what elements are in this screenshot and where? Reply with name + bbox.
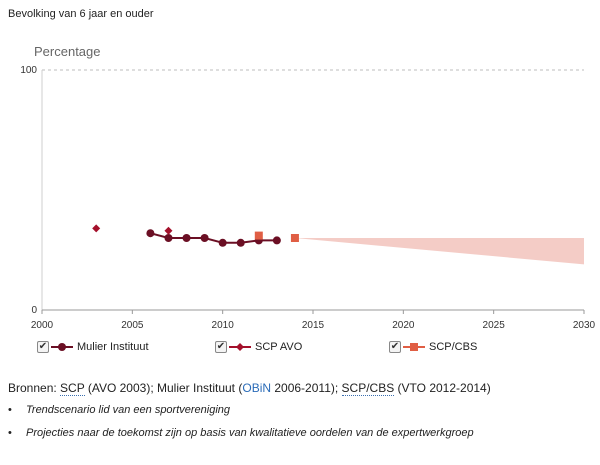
data-point-mulier-instituut: [236, 238, 245, 247]
note-text: Trendscenario lid van een sportverenigin…: [26, 404, 231, 416]
y-axis-label: Percentage: [34, 44, 101, 59]
legend-label-mulier: Mulier Instituut: [77, 341, 149, 353]
legend-item-mulier[interactable]: ✔ Mulier Instituut: [37, 339, 149, 355]
x-tick-label: 2000: [31, 320, 54, 331]
y-tick-label: 0: [31, 305, 37, 316]
y-tick-label: 100: [20, 65, 37, 76]
x-tick-label: 2015: [302, 320, 325, 331]
data-point-scp-cbs: [254, 231, 263, 240]
bullet-icon: •: [8, 404, 12, 416]
notes-list: • Trendscenario lid van een sportverenigi…: [8, 402, 474, 448]
legend-checkbox-mulier[interactable]: ✔: [37, 341, 49, 353]
sources-part-1: (AVO 2003); Mulier Instituut (: [84, 381, 243, 395]
legend-item-scp-cbs[interactable]: ✔ SCP/CBS: [389, 339, 477, 355]
note-item: • Trendscenario lid van een sportverenigi…: [8, 402, 474, 425]
legend-symbol-mulier: [51, 343, 73, 351]
x-tick-label: 2020: [392, 320, 415, 331]
legend-symbol-scp-avo: [229, 343, 251, 351]
legend-symbol-scp-cbs: [403, 343, 425, 351]
data-point-mulier-instituut: [200, 234, 209, 242]
legend-checkbox-scp-cbs[interactable]: ✔: [389, 341, 401, 353]
sources-part-3: (VTO 2012-2014): [394, 381, 491, 395]
legend-label-scp-avo: SCP AVO: [255, 341, 303, 353]
x-tick-label: 2030: [573, 320, 596, 331]
note-text: Projecties naar de toekomst zijn op basi…: [26, 427, 474, 439]
data-point-scp-avo: [164, 226, 173, 235]
obin-link[interactable]: OBiN: [242, 381, 272, 395]
sources-line: Bronnen: SCP (AVO 2003); Mulier Instituu…: [8, 381, 491, 396]
projection-band: [294, 238, 584, 265]
legend-label-scp-cbs: SCP/CBS: [429, 341, 478, 353]
bullet-icon: •: [8, 427, 12, 439]
scp-cbs-abbreviation[interactable]: SCP/CBS: [341, 381, 395, 396]
legend-item-scp-avo[interactable]: ✔ SCP AVO: [215, 339, 302, 355]
chart-subtitle: Bevolking van 6 jaar en ouder: [8, 8, 154, 20]
x-tick-label: 2025: [483, 320, 506, 331]
data-point-mulier-instituut: [218, 238, 227, 247]
data-point-scp-cbs: [290, 234, 299, 242]
x-tick-label: 2005: [121, 320, 144, 331]
data-point-mulier-instituut: [164, 234, 173, 242]
legend-checkbox-scp-avo[interactable]: ✔: [215, 341, 227, 353]
data-point-mulier-instituut: [146, 229, 155, 238]
sources-part-2: 2006-2011);: [271, 381, 342, 395]
scp-abbreviation[interactable]: SCP: [60, 381, 85, 396]
x-tick-label: 2010: [212, 320, 235, 331]
data-point-mulier-instituut: [272, 236, 281, 245]
note-item: • Projecties naar de toekomst zijn op bas…: [8, 425, 474, 448]
trend-chart: Percentage 0 100 2000 2005 2010 2015 2020 2025…: [20, 44, 596, 331]
sources-prefix: Bronnen:: [8, 381, 61, 395]
data-point-mulier-instituut: [182, 234, 191, 242]
data-point-scp-avo: [92, 224, 101, 233]
